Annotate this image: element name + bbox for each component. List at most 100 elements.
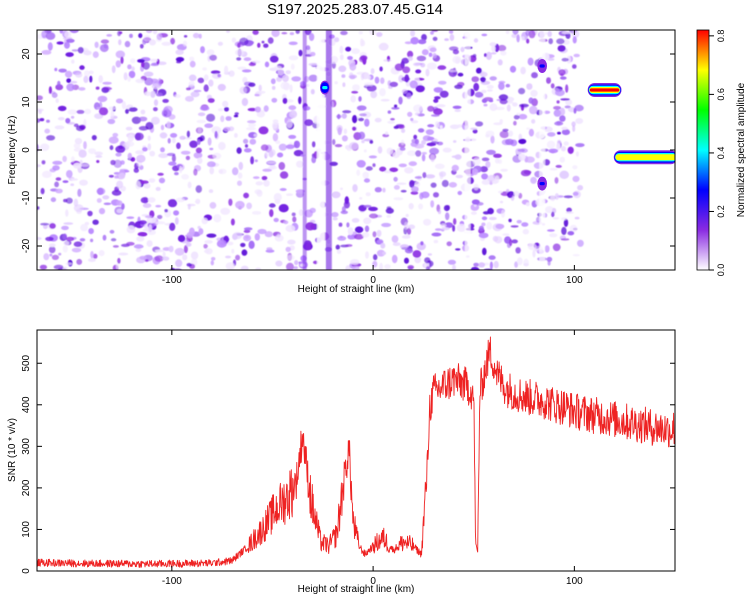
noise-speckle xyxy=(406,92,412,100)
noise-speckle xyxy=(516,257,523,266)
noise-speckle xyxy=(62,245,68,253)
noise-speckle xyxy=(369,140,374,144)
noise-speckle xyxy=(190,251,199,260)
noise-speckle xyxy=(236,147,242,154)
noise-speckle xyxy=(263,105,269,112)
noise-speckle xyxy=(230,218,235,226)
noise-speckle xyxy=(379,66,383,72)
noise-speckle xyxy=(155,186,161,191)
snr-x-axis-label: Height of straight line (km) xyxy=(298,584,415,595)
noise-speckle xyxy=(426,62,437,70)
spectrogram-x-tick-label: -100 xyxy=(162,275,182,286)
noise-speckle xyxy=(340,187,343,191)
noise-speckle xyxy=(57,117,65,121)
noise-speckle xyxy=(291,76,302,82)
noise-speckle xyxy=(368,206,378,212)
noise-speckle xyxy=(227,241,234,246)
noise-speckle xyxy=(339,54,344,61)
noise-speckle xyxy=(359,113,367,117)
noise-speckle xyxy=(575,151,580,157)
noise-speckle xyxy=(118,252,129,256)
noise-speckle xyxy=(454,84,463,90)
noise-speckle xyxy=(218,169,223,174)
noise-speckle xyxy=(253,133,258,137)
noise-speckle xyxy=(39,118,45,122)
noise-speckle xyxy=(108,106,116,111)
noise-speckle xyxy=(203,243,208,249)
noise-speckle xyxy=(238,161,244,171)
noise-speckle xyxy=(211,126,222,135)
noise-speckle xyxy=(494,175,500,184)
noise-speckle xyxy=(499,130,509,139)
noise-speckle xyxy=(37,237,42,240)
noise-speckle xyxy=(311,141,316,148)
noise-speckle xyxy=(156,33,163,41)
noise-speckle xyxy=(407,111,413,117)
noise-speckle xyxy=(370,90,378,99)
noise-speckle xyxy=(74,137,83,145)
noise-speckle xyxy=(185,155,191,161)
noise-speckle xyxy=(169,222,176,231)
noise-speckle xyxy=(438,171,447,177)
snr-frame xyxy=(36,329,676,572)
noise-speckle xyxy=(410,117,414,122)
noise-speckle xyxy=(356,169,361,176)
noise-speckle xyxy=(374,187,382,193)
noise-speckle xyxy=(567,146,574,154)
noise-speckle xyxy=(399,147,406,151)
noise-speckle xyxy=(126,140,131,148)
noise-speckle xyxy=(356,160,366,168)
noise-speckle xyxy=(380,98,390,102)
noise-speckle xyxy=(571,30,580,38)
noise-speckle xyxy=(177,234,186,243)
noise-speckle xyxy=(572,254,580,257)
noise-speckle xyxy=(64,41,70,49)
noise-speckle xyxy=(110,110,115,119)
noise-speckle xyxy=(547,58,555,61)
noise-speckle xyxy=(164,209,168,213)
noise-speckle xyxy=(159,132,168,139)
noise-speckle xyxy=(69,30,79,34)
snr-y-tick-label: 200 xyxy=(21,479,32,496)
colorbar-tick-label: 0.0 xyxy=(716,264,726,277)
noise-speckle xyxy=(415,85,425,93)
noise-speckle xyxy=(478,225,484,232)
noise-speckle xyxy=(472,54,477,58)
noise-speckle xyxy=(527,243,537,251)
noise-speckle xyxy=(48,243,56,247)
noise-speckle xyxy=(198,228,204,235)
noise-speckle xyxy=(498,190,503,194)
noise-speckle xyxy=(407,265,415,270)
noise-speckle xyxy=(393,176,398,182)
noise-speckle xyxy=(361,140,365,144)
noise-speckle xyxy=(141,61,145,68)
noise-speckle xyxy=(509,192,513,198)
noise-speckle xyxy=(147,197,156,203)
noise-speckle xyxy=(243,229,251,233)
noise-speckle xyxy=(124,40,131,48)
noise-speckle xyxy=(131,66,135,72)
noise-speckle xyxy=(574,216,580,220)
noise-speckle xyxy=(497,59,503,66)
noise-speckle xyxy=(489,42,497,47)
snr-plot-area xyxy=(37,330,675,571)
noise-speckle xyxy=(405,213,409,218)
noise-speckle xyxy=(505,30,510,34)
noise-speckle xyxy=(488,216,497,221)
noise-speckle xyxy=(153,107,158,112)
noise-speckle xyxy=(258,84,262,92)
noise-speckle xyxy=(308,62,319,66)
noise-speckle xyxy=(363,178,371,183)
noise-speckle xyxy=(407,150,417,157)
noise-speckle xyxy=(250,156,255,165)
noise-speckle xyxy=(248,123,256,128)
noise-speckle xyxy=(560,238,570,241)
noise-speckle xyxy=(425,266,430,270)
noise-speckle xyxy=(94,151,103,156)
noise-speckle xyxy=(148,178,156,183)
noise-speckle xyxy=(193,168,198,176)
noise-speckle xyxy=(396,182,407,185)
noise-speckle xyxy=(206,113,216,122)
noise-speckle xyxy=(561,31,572,34)
noise-speckle xyxy=(364,225,370,233)
